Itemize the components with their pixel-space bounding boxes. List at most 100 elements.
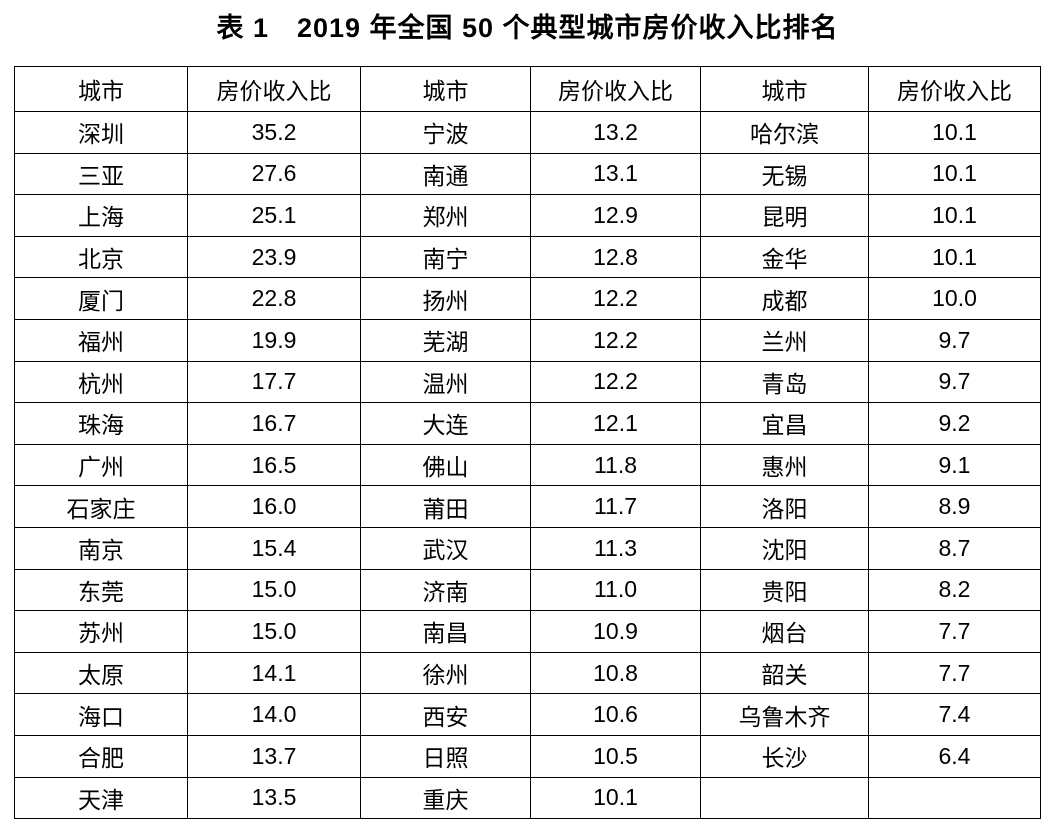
ratio-cell: 16.0 <box>187 485 361 528</box>
table-row: 三亚 27.6 南通 13.1 无锡 10.1 <box>14 152 1041 196</box>
city-cell: 徐州 <box>360 651 531 695</box>
city-cell: 合肥 <box>14 734 188 778</box>
city-cell: 金华 <box>700 235 869 279</box>
city-cell: 昆明 <box>700 194 869 237</box>
city-cell: 海口 <box>14 693 188 736</box>
ratio-cell: 10.8 <box>530 651 701 695</box>
city-cell: 大连 <box>360 402 531 445</box>
table-row: 杭州 17.7 温州 12.2 青岛 9.7 <box>14 360 1041 404</box>
ratio-cell: 9.2 <box>868 402 1041 445</box>
city-cell: 厦门 <box>14 277 188 320</box>
header-ratio: 房价收入比 <box>868 66 1041 112</box>
city-cell: 扬州 <box>360 277 531 320</box>
ratio-cell: 11.0 <box>530 568 701 612</box>
ratio-cell: 14.0 <box>187 693 361 736</box>
ratio-cell: 10.5 <box>530 734 701 778</box>
header-city: 城市 <box>360 66 531 112</box>
city-cell: 兰州 <box>700 318 869 362</box>
city-cell: 广州 <box>14 443 188 487</box>
table-row: 合肥 13.7 日照 10.5 长沙 6.4 <box>14 734 1041 778</box>
city-cell: 贵阳 <box>700 568 869 612</box>
city-cell: 长沙 <box>700 734 869 778</box>
table-row: 海口 14.0 西安 10.6 乌鲁木齐 7.4 <box>14 693 1041 736</box>
city-cell: 深圳 <box>14 111 188 154</box>
ratio-cell: 6.4 <box>868 734 1041 778</box>
table-row: 深圳 35.2 宁波 13.2 哈尔滨 10.1 <box>14 111 1041 154</box>
ratio-cell: 10.1 <box>868 194 1041 237</box>
ratio-cell: 12.1 <box>530 402 701 445</box>
table-row: 太原 14.1 徐州 10.8 韶关 7.7 <box>14 651 1041 695</box>
city-cell: 东莞 <box>14 568 188 612</box>
ratio-cell: 11.3 <box>530 526 701 570</box>
table-row: 福州 19.9 芜湖 12.2 兰州 9.7 <box>14 318 1041 362</box>
ratio-cell: 10.6 <box>530 693 701 736</box>
city-cell: 郑州 <box>360 194 531 237</box>
ratio-cell: 10.9 <box>530 610 701 653</box>
ratio-cell: 23.9 <box>187 235 361 279</box>
city-cell: 惠州 <box>700 443 869 487</box>
ratio-cell: 10.1 <box>868 235 1041 279</box>
city-cell: 武汉 <box>360 526 531 570</box>
ratio-cell: 27.6 <box>187 152 361 196</box>
header-city: 城市 <box>700 66 869 112</box>
ratio-cell: 8.9 <box>868 485 1041 528</box>
ratio-cell: 15.4 <box>187 526 361 570</box>
ratio-cell: 12.9 <box>530 194 701 237</box>
ratio-cell: 22.8 <box>187 277 361 320</box>
ratio-cell: 11.8 <box>530 443 701 487</box>
city-cell: 洛阳 <box>700 485 869 528</box>
ratio-cell: 15.0 <box>187 610 361 653</box>
ratio-cell: 35.2 <box>187 111 361 154</box>
city-cell: 韶关 <box>700 651 869 695</box>
ratio-cell: 7.7 <box>868 651 1041 695</box>
table-row: 上海 25.1 郑州 12.9 昆明 10.1 <box>14 194 1041 237</box>
ratio-cell: 12.2 <box>530 360 701 404</box>
ratio-cell: 8.2 <box>868 568 1041 612</box>
header-ratio: 房价收入比 <box>187 66 361 112</box>
ratio-cell: 13.7 <box>187 734 361 778</box>
table-row: 天津 13.5 重庆 10.1 <box>14 776 1041 820</box>
city-cell: 成都 <box>700 277 869 320</box>
ratio-cell: 10.0 <box>868 277 1041 320</box>
ratio-cell: 9.7 <box>868 360 1041 404</box>
city-cell: 西安 <box>360 693 531 736</box>
city-cell: 济南 <box>360 568 531 612</box>
ratio-cell: 12.2 <box>530 318 701 362</box>
ratio-cell: 16.7 <box>187 402 361 445</box>
ratio-cell: 13.2 <box>530 111 701 154</box>
table-row: 北京 23.9 南宁 12.8 金华 10.1 <box>14 235 1041 279</box>
city-cell: 苏州 <box>14 610 188 653</box>
city-cell: 三亚 <box>14 152 188 196</box>
city-cell: 宜昌 <box>700 402 869 445</box>
table-row: 东莞 15.0 济南 11.0 贵阳 8.2 <box>14 568 1041 612</box>
city-cell: 珠海 <box>14 402 188 445</box>
ratio-cell: 13.5 <box>187 776 361 820</box>
city-cell: 温州 <box>360 360 531 404</box>
ratio-cell: 9.1 <box>868 443 1041 487</box>
ratio-cell: 16.5 <box>187 443 361 487</box>
city-cell <box>700 776 869 820</box>
city-cell: 福州 <box>14 318 188 362</box>
city-cell: 重庆 <box>360 776 531 820</box>
ratio-cell: 9.7 <box>868 318 1041 362</box>
city-cell: 无锡 <box>700 152 869 196</box>
ratio-cell: 19.9 <box>187 318 361 362</box>
city-cell: 南京 <box>14 526 188 570</box>
city-cell: 莆田 <box>360 485 531 528</box>
city-cell: 青岛 <box>700 360 869 404</box>
city-cell: 日照 <box>360 734 531 778</box>
city-cell: 上海 <box>14 194 188 237</box>
city-cell: 杭州 <box>14 360 188 404</box>
ratio-cell: 14.1 <box>187 651 361 695</box>
city-cell: 佛山 <box>360 443 531 487</box>
table-row: 广州 16.5 佛山 11.8 惠州 9.1 <box>14 443 1041 487</box>
ratio-cell: 7.4 <box>868 693 1041 736</box>
header-ratio: 房价收入比 <box>530 66 701 112</box>
city-cell: 天津 <box>14 776 188 820</box>
ratio-cell: 10.1 <box>868 152 1041 196</box>
ratio-cell: 11.7 <box>530 485 701 528</box>
city-cell: 南通 <box>360 152 531 196</box>
city-cell: 宁波 <box>360 111 531 154</box>
table-row: 南京 15.4 武汉 11.3 沈阳 8.7 <box>14 526 1041 570</box>
